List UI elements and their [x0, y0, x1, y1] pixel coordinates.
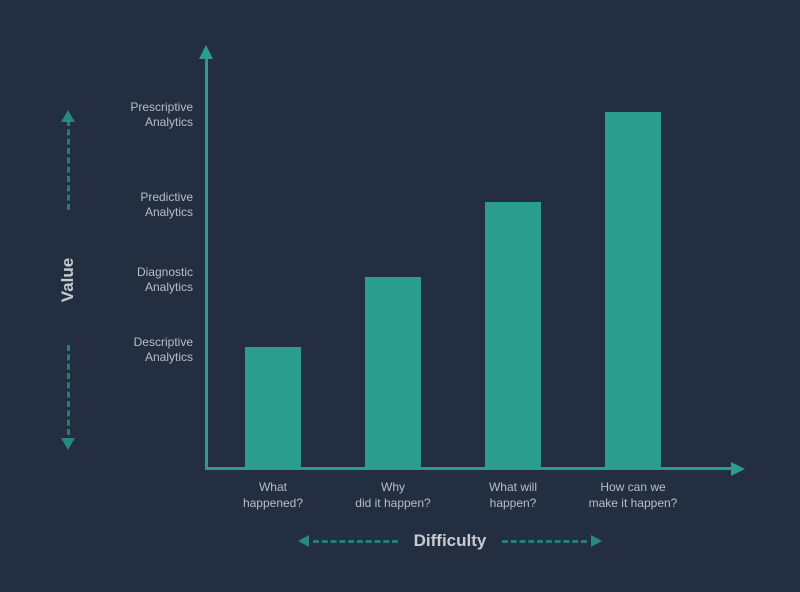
- y-axis-title: Value: [58, 258, 78, 302]
- x-axis-line: [205, 467, 735, 470]
- x-axis-arrow-icon: [731, 462, 745, 476]
- x-decor-dash-left: [313, 540, 398, 543]
- x-tick-label-3: How can wemake it happen?: [568, 480, 698, 511]
- y-tick-label-1: DiagnosticAnalytics: [103, 265, 193, 295]
- bar-0: [245, 347, 301, 467]
- y-axis-line: [205, 55, 208, 470]
- y-tick-label-3: PrescriptiveAnalytics: [103, 100, 193, 130]
- x-decor-arrow-left-icon: [298, 535, 309, 547]
- x-decor-dash-right: [502, 540, 587, 543]
- y-axis-arrow-icon: [199, 45, 213, 59]
- y-tick-label-2: PredictiveAnalytics: [103, 190, 193, 220]
- y-decor-dash-bottom: [67, 345, 70, 435]
- analytics-maturity-chart: Value DescriptiveAnalyticsDiagnosticAnal…: [0, 0, 800, 592]
- bar-1: [365, 277, 421, 467]
- x-axis-title: Difficulty: [398, 531, 503, 551]
- y-tick-label-0: DescriptiveAnalytics: [103, 335, 193, 365]
- x-tick-label-1: Whydid it happen?: [328, 480, 458, 511]
- bar-3: [605, 112, 661, 467]
- x-decor-arrow-right-icon: [591, 535, 602, 547]
- bar-2: [485, 202, 541, 467]
- plot-area: DescriptiveAnalyticsDiagnosticAnalyticsP…: [205, 55, 735, 470]
- x-axis-title-group: Difficulty: [205, 526, 695, 556]
- x-tick-label-0: Whathappened?: [208, 480, 338, 511]
- x-tick-label-2: What willhappen?: [448, 480, 578, 511]
- y-decor-arrow-down-icon: [61, 438, 75, 450]
